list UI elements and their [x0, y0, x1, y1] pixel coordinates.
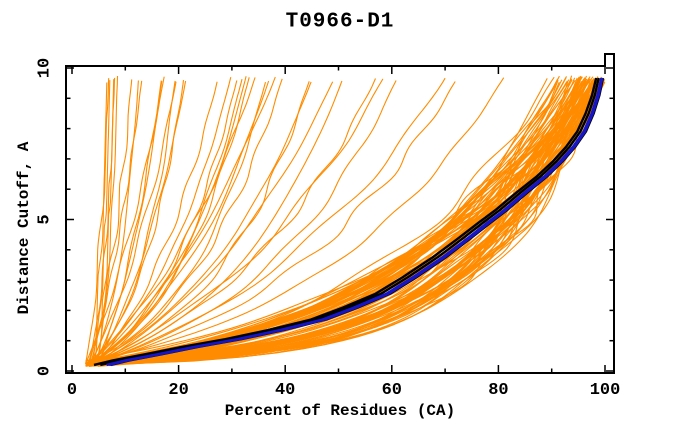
model-curve-orange — [91, 80, 185, 362]
model-curve-orange — [90, 76, 276, 366]
model-curve-orange — [95, 75, 119, 365]
model-curve-orange — [85, 81, 560, 364]
x-axis-title: Percent of Residues (CA) — [224, 402, 456, 420]
model-curve-orange — [86, 81, 596, 366]
model-curve-orange — [85, 80, 343, 367]
x-tick-label: 100 — [590, 381, 621, 400]
model-curve-orange — [95, 81, 310, 362]
model-curve-orange — [94, 77, 576, 366]
curves-layer — [84, 75, 606, 367]
x-tick-label: 0 — [67, 381, 77, 400]
model-curve-orange — [92, 82, 108, 363]
model-curve-orange — [94, 82, 588, 361]
x-tick-label: 60 — [382, 381, 402, 400]
y-tick-label: 0 — [36, 366, 55, 376]
model-curve-orange — [85, 81, 456, 366]
model-curve-orange — [90, 78, 602, 363]
model-curve-orange — [98, 77, 446, 363]
model-curve-orange — [86, 79, 605, 364]
model-curve-orange — [91, 80, 270, 364]
model-curve-orange — [93, 81, 334, 367]
model-curve-orange — [89, 78, 243, 364]
model-curve-orange — [93, 78, 573, 363]
model-curve-blue — [109, 77, 604, 367]
model-curve-orange — [86, 81, 600, 364]
model-curve-orange — [91, 78, 283, 366]
model-curve-orange — [87, 81, 267, 364]
model-curve-orange — [94, 76, 247, 367]
model-curve-orange — [85, 78, 384, 367]
model-curve-orange — [96, 78, 595, 363]
model-curve-orange — [86, 81, 602, 366]
model-curve-orange — [89, 81, 177, 364]
model-curve-orange — [87, 77, 256, 365]
model-curve-orange — [96, 76, 555, 366]
model-curve-orange — [89, 77, 505, 362]
model-curve-orange — [93, 80, 111, 365]
model-curve-orange — [90, 80, 139, 363]
model-curve-orange — [97, 79, 115, 367]
x-tick-label: 20 — [168, 381, 188, 400]
y-tick-label: 5 — [36, 214, 55, 224]
y-axis-title: Distance Cutoff, A — [15, 141, 33, 315]
x-tick-label: 40 — [275, 381, 295, 400]
model-curve-orange — [90, 82, 602, 364]
model-curve-orange — [96, 81, 312, 362]
model-curve-orange — [84, 76, 165, 365]
tick-labels: 0 20 40 60 80 100 0 5 10 — [36, 58, 621, 400]
axis-ticks — [66, 66, 614, 373]
model-curve-orange — [95, 81, 218, 365]
y-tick-label: 10 — [36, 58, 55, 78]
model-curve-orange — [92, 76, 580, 365]
model-curve-orange — [85, 78, 110, 364]
chart-title: T0966-D1 — [285, 10, 395, 34]
x-tick-label: 80 — [488, 381, 508, 400]
